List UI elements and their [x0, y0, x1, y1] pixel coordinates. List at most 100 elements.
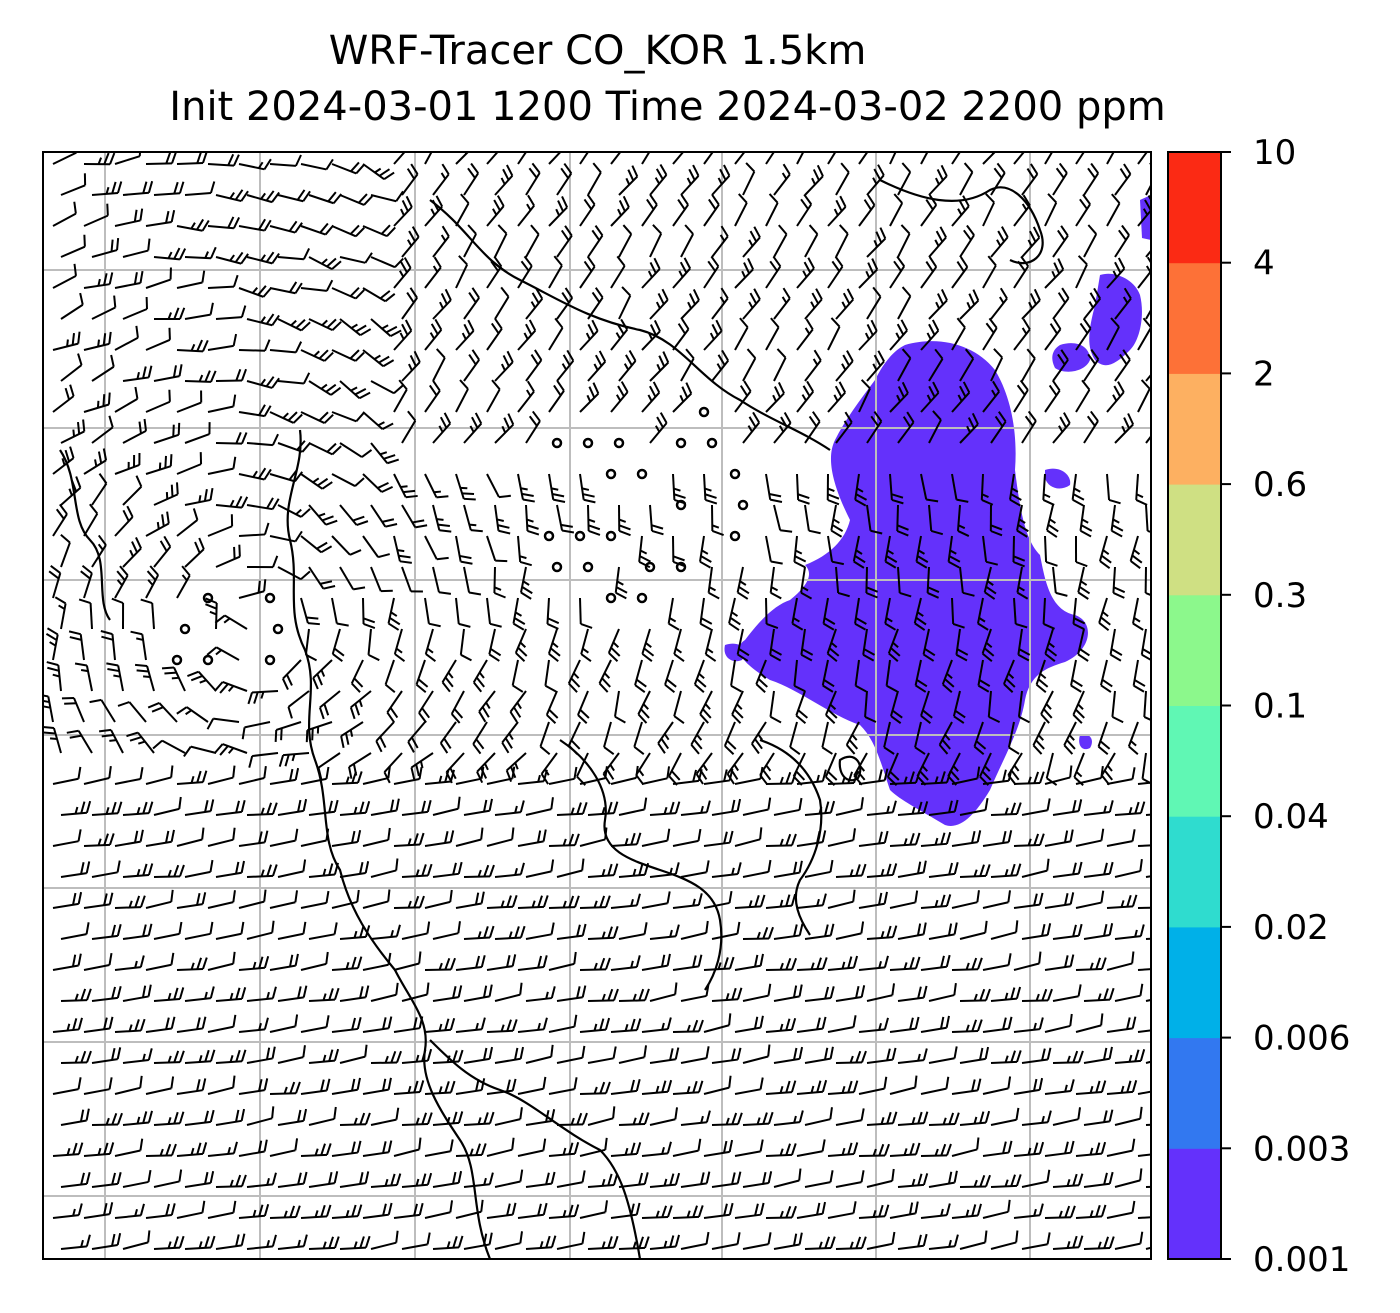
wind-barb	[517, 769, 548, 785]
wind-barb	[618, 797, 648, 816]
map-frame	[42, 151, 1152, 1260]
wind-barb	[331, 956, 363, 971]
colorbar-segment	[1168, 1148, 1221, 1260]
wind-barb	[959, 1046, 990, 1064]
wind-barb	[556, 1112, 588, 1126]
wind-barb	[703, 1075, 732, 1095]
wind-barb	[238, 218, 272, 232]
wind-barb	[401, 921, 431, 940]
wind-barb	[866, 504, 883, 535]
wind-barb	[463, 412, 483, 444]
wind-barb	[556, 985, 587, 1002]
wind-barb	[362, 473, 394, 493]
wind-barb	[734, 317, 749, 351]
wind-barb	[1106, 381, 1125, 413]
wind-barb	[699, 597, 713, 631]
wind-barb	[1114, 287, 1132, 320]
wind-barb	[184, 422, 211, 444]
wind-barb	[1075, 1080, 1107, 1095]
wind-barb	[83, 152, 116, 166]
wind-barb	[941, 659, 955, 694]
wind-barb	[703, 1139, 734, 1157]
wind-barb	[525, 1109, 556, 1126]
wind-barb	[486, 535, 508, 563]
wind-barb	[579, 473, 596, 504]
wind-barb	[331, 1204, 363, 1219]
wind-barb	[765, 256, 782, 289]
wind-barb	[618, 1112, 650, 1126]
wind-barb	[48, 565, 62, 599]
wind-barb	[703, 256, 720, 289]
wind-barb	[598, 659, 612, 693]
wind-barb	[509, 690, 527, 723]
wind-barb	[1073, 752, 1085, 786]
wind-barb	[238, 955, 270, 971]
wind-barb	[184, 1235, 216, 1250]
wind-barb	[883, 721, 895, 755]
wind-barb	[765, 1143, 797, 1157]
wind-barb	[556, 162, 573, 196]
wind-barb	[206, 646, 240, 661]
wind-barb	[525, 859, 555, 878]
wind-barb	[60, 292, 84, 320]
wind-barb	[800, 566, 813, 600]
wind-barb	[920, 1015, 950, 1033]
wind-barb	[951, 195, 970, 227]
wind-barb	[362, 224, 396, 238]
calm-wind-marker	[582, 437, 594, 449]
wind-barb	[153, 987, 185, 1002]
wind-barb	[424, 1017, 456, 1033]
wind-barb	[928, 983, 957, 1002]
wind-barb	[641, 953, 671, 971]
wind-barb	[486, 954, 517, 971]
wind-barb	[176, 1078, 207, 1095]
colorbar-tick-label: 0.3	[1253, 576, 1307, 616]
wind-barb	[362, 1140, 393, 1157]
wind-barb	[134, 663, 155, 692]
wind-barb	[835, 162, 850, 196]
wind-barb	[122, 180, 154, 196]
wind-barb	[959, 864, 991, 878]
wind-barb	[432, 796, 461, 816]
wind-barb	[866, 800, 897, 816]
wind-barb	[238, 1017, 269, 1033]
wind-barb	[60, 173, 87, 196]
wind-barb	[362, 889, 391, 909]
wind-barb	[1114, 1231, 1144, 1250]
wind-barb	[858, 1017, 889, 1033]
wind-barb	[982, 1016, 1013, 1033]
wind-barb	[951, 957, 983, 971]
wind-barb	[153, 1111, 185, 1126]
wind-barb	[463, 1111, 495, 1126]
wind-barb	[703, 768, 734, 785]
wind-barb	[858, 955, 889, 971]
wind-barb	[269, 767, 300, 785]
wind-barb	[680, 1046, 710, 1064]
wind-barb	[114, 270, 144, 289]
wind-barb	[91, 354, 115, 382]
wind-barb	[610, 893, 641, 909]
colorbar-tick-label: 0.04	[1253, 797, 1329, 837]
wind-barb	[672, 194, 689, 227]
wind-barb	[734, 1077, 764, 1095]
calm-wind-marker	[605, 468, 617, 480]
wind-barb	[736, 566, 750, 600]
wind-barb	[548, 380, 565, 413]
wind-barb	[459, 628, 472, 662]
wind-barb	[765, 771, 797, 785]
wind-barb	[331, 597, 349, 627]
wind-barb	[897, 162, 912, 196]
wind-barb	[981, 628, 995, 663]
wind-barb	[711, 225, 729, 258]
wind-barb	[432, 348, 446, 382]
wind-barb	[959, 348, 975, 382]
wind-barb	[246, 1234, 277, 1250]
wind-barb	[308, 799, 339, 816]
wind-barb	[835, 411, 853, 444]
wind-barb	[424, 380, 441, 413]
wind-barb	[773, 412, 792, 444]
wind-barb	[1035, 659, 1049, 694]
wind-barb	[742, 1171, 773, 1188]
wind-barb	[114, 1018, 146, 1033]
